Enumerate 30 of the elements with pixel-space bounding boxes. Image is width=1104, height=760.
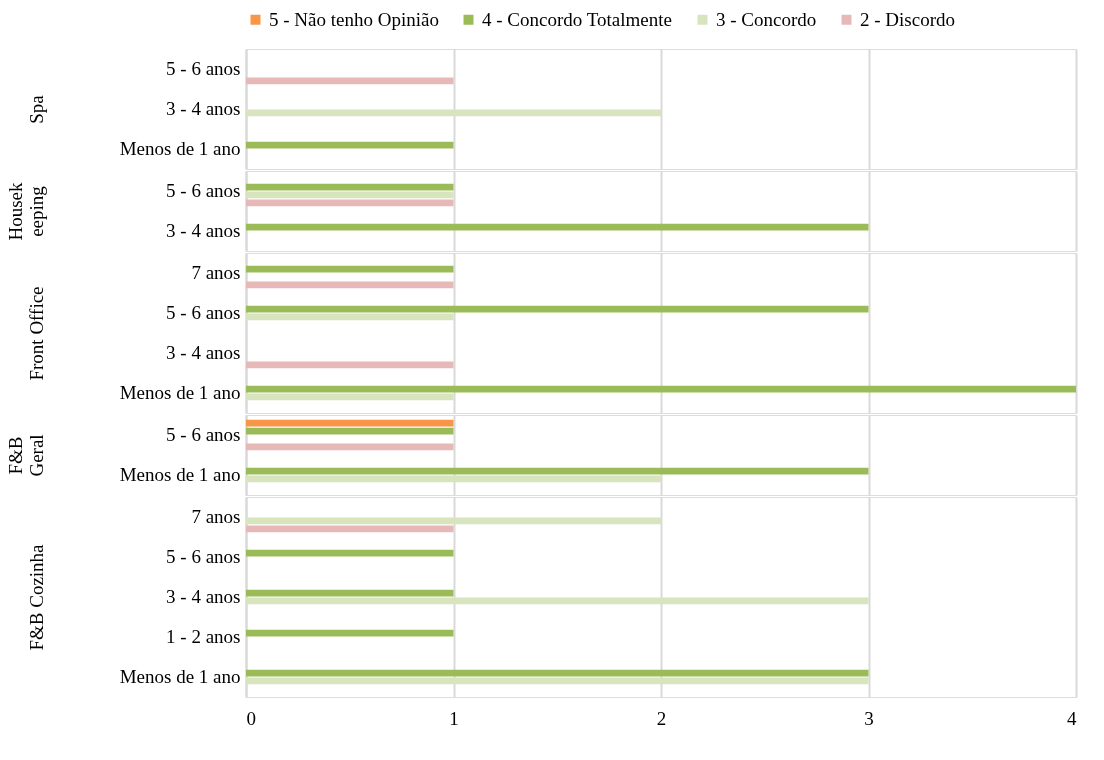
x-tick-label: 3	[864, 707, 874, 729]
legend-label: 3 - Concordo	[716, 8, 817, 30]
y-tick-label: 5 - 6 anos	[166, 302, 241, 323]
y-tick-label: 7 anos	[191, 262, 241, 283]
legend-label: 2 - Discordo	[860, 8, 955, 30]
y-tick-label: Menos de 1 ano	[119, 138, 241, 159]
legend-label: 4 - Concordo Totalmente	[482, 8, 672, 30]
x-tick-label: 2	[656, 707, 667, 729]
y-axis-title: Housekeeping	[4, 181, 47, 241]
y-tick-label: 5 - 6 anos	[166, 180, 241, 201]
y-tick-label: 3 - 4 anos	[166, 586, 241, 607]
y-tick-label: 7 anos	[191, 506, 241, 527]
y-tick-label: 5 - 6 anos	[166, 424, 241, 445]
y-tick-label: 3 - 4 anos	[166, 98, 241, 119]
y-axis-title: Spa	[25, 94, 47, 124]
y-tick-label: 3 - 4 anos	[166, 342, 241, 363]
y-tick-label: Menos de 1 ano	[119, 382, 241, 403]
y-axis-title: F&B Geral	[4, 434, 47, 477]
y-tick-label: 3 - 4 anos	[166, 220, 241, 241]
y-tick-label: 5 - 6 anos	[166, 546, 241, 567]
y-tick-label: Menos de 1 ano	[119, 666, 241, 687]
x-tick-label: 4	[1067, 707, 1077, 729]
legend-label: 5 - Não tenho Opinião	[269, 8, 439, 30]
y-tick-label: 5 - 6 anos	[166, 58, 241, 79]
y-tick-label: 1 - 2 anos	[166, 626, 241, 647]
x-tick-label: 0	[246, 707, 256, 729]
x-tick-label: 1	[449, 707, 459, 729]
y-axis-title: F&B Cozinha	[25, 543, 47, 651]
y-axis-title: Front Office	[25, 286, 47, 381]
y-tick-label: Menos de 1 ano	[119, 464, 241, 485]
